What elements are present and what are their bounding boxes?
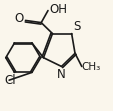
Text: OH: OH	[49, 3, 67, 16]
Text: CH₃: CH₃	[80, 62, 100, 72]
Text: Cl: Cl	[5, 74, 16, 87]
Text: S: S	[73, 20, 80, 33]
Text: O: O	[14, 12, 24, 25]
Text: N: N	[57, 68, 65, 81]
